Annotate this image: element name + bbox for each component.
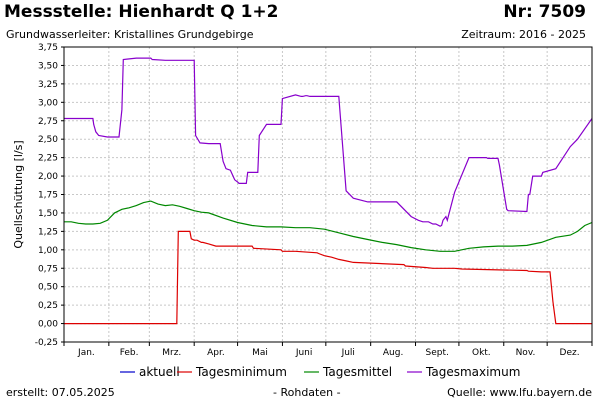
- source-link[interactable]: Quelle: www.lfu.bayern.de: [447, 386, 592, 399]
- y-axis-label: Quellschüttung [l/s]: [12, 140, 25, 248]
- y-tick-label: 1,25: [38, 227, 58, 237]
- station-number: Nr: 7509: [503, 2, 586, 22]
- y-tick-label: 3,00: [38, 98, 58, 108]
- y-tick-label: 0,00: [38, 320, 58, 330]
- grid-lines: [64, 46, 592, 343]
- y-tick-label: 2,00: [38, 172, 58, 182]
- y-tick-label: 1,50: [38, 209, 58, 219]
- x-tick-label: Juni: [295, 348, 313, 358]
- y-tick-label: 2,50: [38, 135, 58, 145]
- x-tick-label: Apr.: [207, 348, 225, 358]
- x-tick-labels: Jan. Feb. Mrz. Apr. Mai Juni Juli Aug. Sept. Okt.…: [77, 348, 580, 358]
- series-line-tagesminimum: [64, 230, 592, 325]
- x-tick-label: Feb.: [120, 348, 139, 358]
- x-tick-label: Dez.: [560, 348, 580, 358]
- y-tick-label: 2,75: [38, 117, 58, 127]
- y-tick-label: 2,25: [38, 154, 58, 164]
- series-group: [64, 57, 593, 325]
- x-tick-label: Mrz.: [162, 348, 181, 358]
- legend-label: aktuell: [139, 365, 180, 379]
- x-tick-label: Nov.: [516, 348, 536, 358]
- x-tick-label: Sept.: [426, 348, 449, 358]
- legend-label: Tagesmittel: [322, 365, 392, 379]
- y-tick-label: 3,25: [38, 80, 58, 90]
- y-tick-label: 3,75: [38, 43, 58, 53]
- y-tick-label: 0,75: [38, 264, 58, 274]
- x-tick-label: Okt.: [472, 348, 491, 358]
- y-tick-labels: 3,75 3,50 3,25 3,00 2,75 2,50 2,25 2,00 1,75 1,50…: [35, 43, 59, 348]
- y-tick-label: 0,25: [38, 301, 58, 311]
- y-tick-label: 3,50: [38, 61, 58, 71]
- series-line-tagesmaximum: [64, 57, 593, 227]
- legend-label: Tagesmaximum: [425, 365, 520, 379]
- y-tick-label: 1,75: [38, 191, 58, 201]
- x-tick-label: Mai: [252, 348, 268, 358]
- created-date: erstellt: 07.05.2025: [6, 386, 115, 399]
- period-label: Zeitraum: 2016 - 2025: [461, 28, 586, 41]
- x-tick-label: Juli: [341, 348, 355, 358]
- aquifer-subtitle: Grundwasserleiter: Kristallines Grundgeb…: [6, 28, 254, 41]
- legend-label: Tagesminimum: [195, 365, 287, 379]
- raw-data-note: - Rohdaten -: [273, 386, 341, 399]
- axes: [61, 46, 593, 346]
- y-tick-label: 0,50: [38, 283, 58, 293]
- x-tick-label: Aug.: [383, 348, 403, 358]
- x-tick-label: Jan.: [77, 348, 95, 358]
- page-title: Messstelle: Hienhardt Q 1+2: [4, 2, 279, 22]
- y-tick-label: 1,00: [38, 246, 58, 256]
- series-line-tagesmittel: [64, 200, 593, 252]
- y-tick-label: -0,25: [35, 338, 58, 348]
- legend: aktuell Tagesminimum Tagesmittel Tagesmaxim…: [120, 365, 520, 379]
